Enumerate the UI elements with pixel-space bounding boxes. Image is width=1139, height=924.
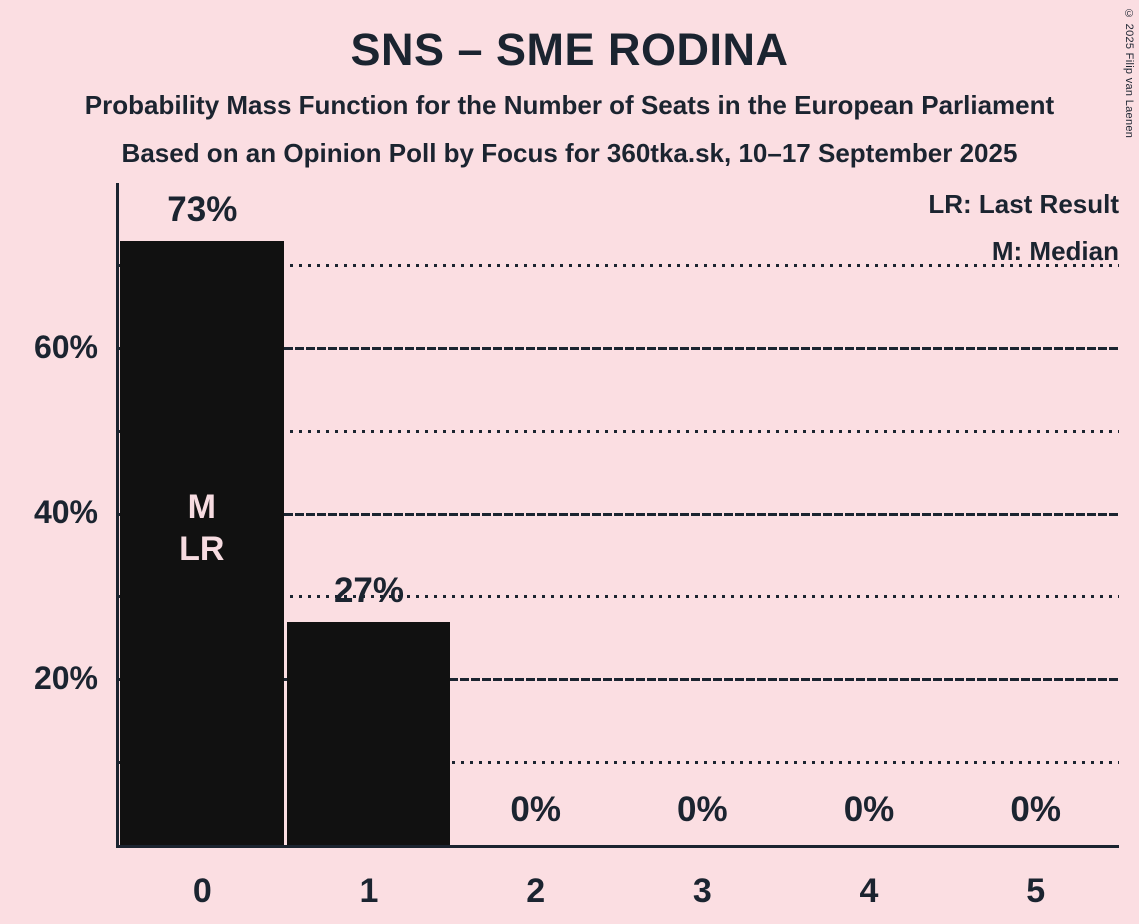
bar-seats-0 bbox=[120, 240, 284, 845]
bar-seats-1 bbox=[286, 621, 451, 845]
x-tick-label-seats-2: 2 bbox=[526, 872, 546, 910]
gridline-solid-60pct bbox=[119, 347, 1119, 350]
plot-area: 73% 27% 0% 0% 0% 0% M LR bbox=[119, 183, 1119, 845]
legend-median: M: Median bbox=[991, 236, 1119, 266]
x-tick-label-seats-5: 5 bbox=[1026, 872, 1046, 910]
x-axis-line bbox=[116, 845, 1119, 848]
chart-source-line: Based on an Opinion Poll by Focus for 36… bbox=[121, 138, 1018, 168]
bar-value-label-2: 0% bbox=[510, 790, 561, 830]
y-tick-label-20pct: 20% bbox=[33, 659, 98, 696]
bar-value-label-4: 0% bbox=[843, 790, 895, 830]
bar-value-label-0: 73% bbox=[167, 190, 238, 230]
x-tick-label-seats-1: 1 bbox=[359, 872, 379, 910]
x-tick-label-seats-4: 4 bbox=[859, 872, 879, 910]
gridline-dotted-10pct bbox=[119, 760, 1119, 764]
bar-value-label-3: 0% bbox=[677, 790, 728, 830]
y-axis-line bbox=[116, 183, 119, 848]
gridline-solid-20pct bbox=[119, 678, 1119, 681]
median-last-result-annotation: M LR bbox=[179, 488, 225, 568]
gridline-dotted-50pct bbox=[119, 429, 1119, 433]
legend: LR: Last Result M: Median bbox=[928, 181, 1119, 275]
chart-subtitle: Probability Mass Function for the Number… bbox=[84, 90, 1055, 120]
y-tick-label-60pct: 60% bbox=[33, 328, 98, 365]
copyright-notice: © 2025 Filip van Laenen bbox=[1123, 8, 1135, 139]
legend-last-result: LR: Last Result bbox=[928, 189, 1119, 219]
gridline-dotted-70pct bbox=[119, 264, 1119, 268]
y-tick-label-40pct: 40% bbox=[33, 494, 98, 530]
x-tick-label-seats-3: 3 bbox=[692, 872, 712, 910]
page-title: SNS – SME RODINA bbox=[350, 24, 789, 75]
bar-value-label-5: 0% bbox=[1010, 790, 1061, 830]
bar-value-label-1: 27% bbox=[333, 570, 405, 610]
gridline-solid-40pct bbox=[119, 512, 1119, 516]
gridline-dotted-30pct bbox=[119, 595, 1119, 599]
x-tick-label-seats-0: 0 bbox=[192, 872, 212, 910]
